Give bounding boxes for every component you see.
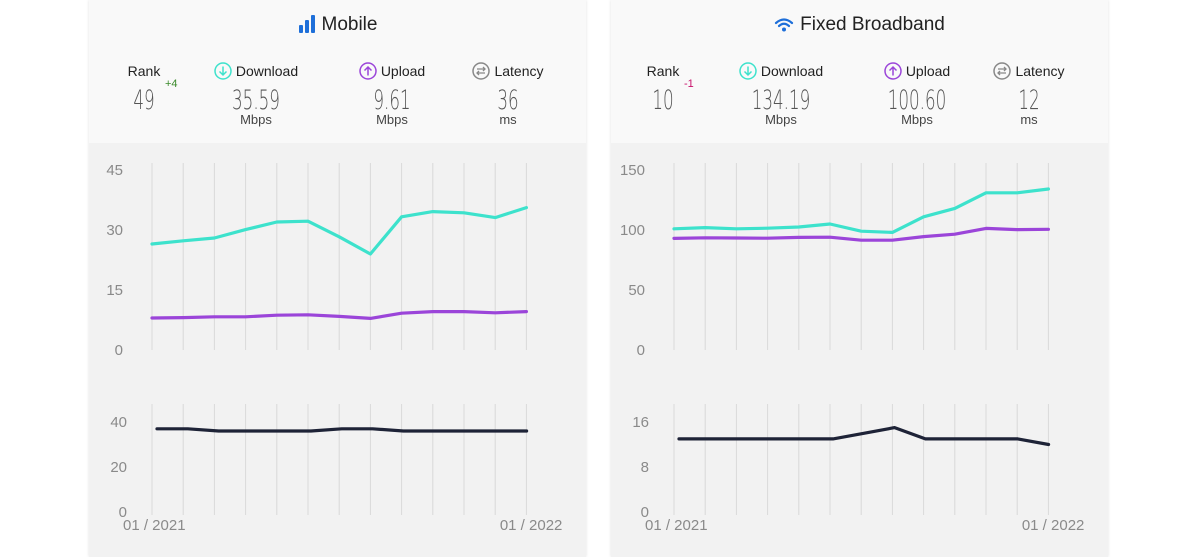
latency-icon [993,62,1012,80]
rank-metric: Rank 49 [89,62,204,116]
latency-unit: ms [1020,112,1038,127]
y-tick-label: 45 [106,162,123,179]
latency-metric: Latency 12 ms [969,62,1089,127]
y-tick-label: 150 [620,162,645,179]
rank-label: Rank [127,63,161,79]
y-tick-label: 50 [628,282,645,299]
upload-value: 100.60 [887,85,947,116]
y-tick-label: 0 [115,342,123,359]
latency-unit: ms [499,112,517,127]
x-tick-label: 01 / 2022 [1022,517,1085,534]
latency-value: 36 [497,85,519,116]
rank-value: 49 [133,85,155,116]
upload-series-line [150,310,528,320]
latency-metric: Latency 36 ms [448,62,568,127]
download-value: 134.19 [751,85,811,116]
y-tick-label: 30 [106,222,123,239]
upload-metric: Upload 9.61 Mbps [332,62,452,127]
y-tick-label: 40 [110,414,127,431]
panel-title: Fixed Broadband [611,14,1108,39]
rank-delta: -1 [684,78,694,90]
upload-unit: Mbps [376,112,408,127]
y-tick-label: 15 [106,282,123,299]
rank-value: 10 [652,85,674,116]
latency-value: 12 [1018,85,1040,116]
y-tick-label: 8 [641,459,649,476]
upload-unit: Mbps [901,112,933,127]
download-series-line [672,187,1050,234]
upload-label: Upload [380,63,426,79]
x-tick-label: 01 / 2021 [123,517,186,534]
rank-delta: +4 [165,78,178,90]
download-arrow-icon [739,62,757,80]
upload-value: 9.61 [373,85,411,116]
latency-icon [472,62,491,80]
y-tick-label: 0 [637,342,645,359]
download-label: Download [760,63,824,79]
latency-series-line [155,427,529,433]
x-tick-label: 01 / 2022 [500,517,563,534]
panel-title: Mobile [89,14,586,39]
fixed-header: Fixed Broadband Rank 10 -1 Download 134.… [611,0,1108,143]
download-metric: Download 134.19 Mbps [721,62,841,127]
y-tick-label: 0 [119,504,127,521]
upload-arrow-icon [884,62,902,80]
upload-series-line [672,226,1050,242]
mobile-header: Mobile Rank 49 +4 Download 35.59 Mbps Up… [89,0,586,143]
y-tick-label: 0 [641,504,649,521]
download-unit: Mbps [765,112,797,127]
download-series-line [150,206,528,256]
fixed-broadband-panel: Fixed Broadband Rank 10 -1 Download 134.… [611,0,1108,557]
download-arrow-icon [214,62,232,80]
latency-label: Latency [494,63,544,79]
latency-series-line [677,426,1051,447]
rank-label: Rank [646,63,680,79]
download-label: Download [235,63,299,79]
upload-label: Upload [905,63,951,79]
upload-metric: Upload 100.60 Mbps [857,62,977,127]
x-tick-label: 01 / 2021 [645,517,708,534]
signal-bars-icon [298,15,316,39]
y-tick-label: 100 [620,222,645,239]
y-tick-label: 16 [632,414,649,431]
download-value: 35.59 [232,85,280,116]
wifi-icon [774,17,794,39]
download-metric: Download 35.59 Mbps [196,62,316,127]
latency-label: Latency [1015,63,1065,79]
rank-metric: Rank 10 [611,62,723,116]
upload-arrow-icon [359,62,377,80]
download-unit: Mbps [240,112,272,127]
mobile-panel: Mobile Rank 49 +4 Download 35.59 Mbps Up… [89,0,586,557]
y-tick-label: 20 [110,459,127,476]
